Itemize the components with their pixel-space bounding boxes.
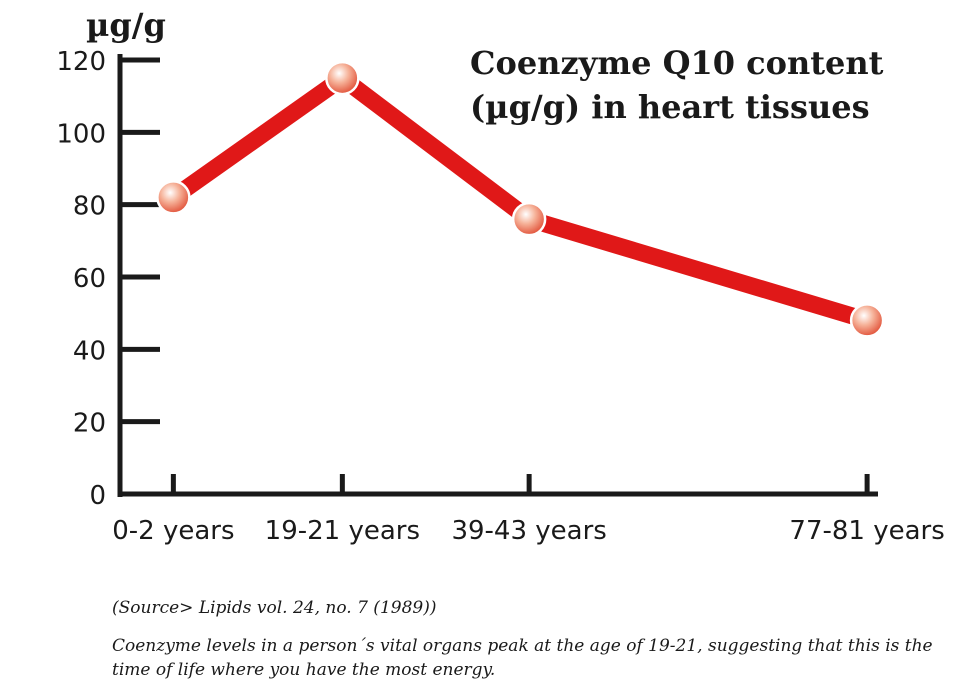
chart-title-line: Coenzyme Q10 content (470, 44, 884, 82)
x-tick-label: 19-21 years (265, 516, 420, 546)
y-tick-label: 100 (56, 119, 106, 149)
y-tick-label: 40 (73, 336, 106, 366)
y-tick-label: 80 (73, 192, 106, 222)
y-axis-label: µg/g (86, 6, 166, 44)
source-caption: (Source> Lipids vol. 24, no. 7 (1989)) (112, 598, 437, 618)
y-tick-label: 20 (73, 409, 106, 439)
x-tick-label: 0-2 years (112, 516, 234, 546)
series-line (156, 60, 885, 338)
data-point-marker (849, 303, 885, 338)
description-caption: Coenzyme levels in a person´s vital orga… (112, 636, 933, 680)
x-tick-label: 77-81 years (789, 516, 944, 546)
y-tick-label: 120 (56, 47, 106, 77)
chart-title: Coenzyme Q10 content (µg/g) in heart tiss… (470, 44, 884, 126)
chart-title-line: (µg/g) in heart tissues (470, 88, 870, 126)
x-tick-label: 39-43 years (451, 516, 606, 546)
data-point-marker (511, 201, 547, 237)
data-point-marker (156, 180, 191, 215)
series-path (164, 69, 876, 329)
y-tick-label: 60 (73, 264, 106, 294)
y-tick-label: 0 (89, 481, 106, 511)
data-point-marker (325, 60, 360, 96)
